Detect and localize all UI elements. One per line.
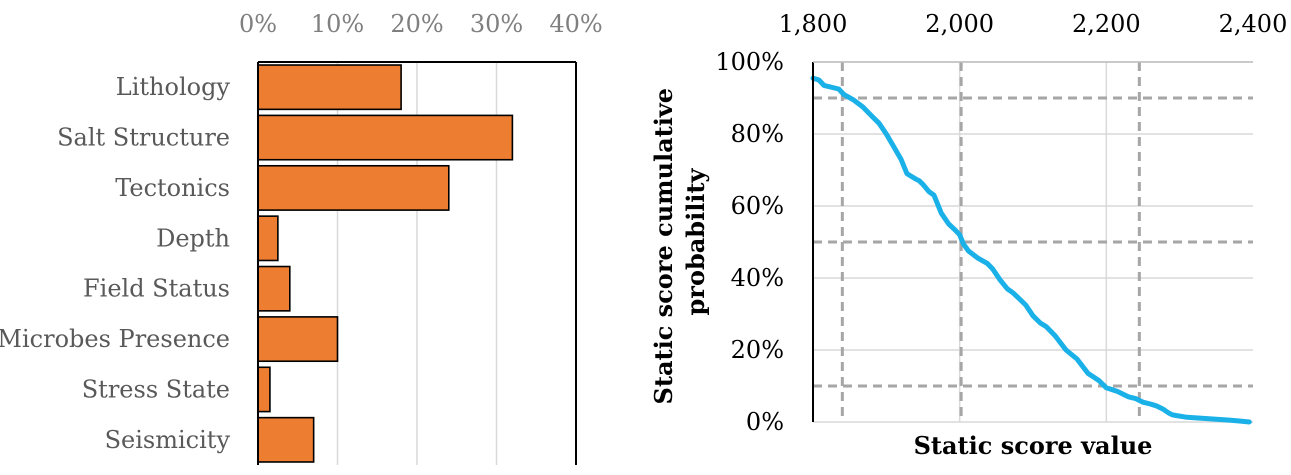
- bar: [257, 64, 402, 111]
- bar-plot-frame: [257, 61, 577, 465]
- bar-chart: 0% 10% 20% 30% 40% Lithology Salt Structure Te…: [0, 10, 603, 465]
- bar: [257, 316, 339, 363]
- bar-x-tick-label: 0%: [239, 10, 277, 38]
- line-x-tick-labels: 1,800 2,000 2,200 2,400: [779, 10, 1288, 38]
- line-x-tick-label: 2,000: [925, 10, 994, 38]
- bar-category-labels: Lithology Salt Structure Tectonics Depth Fie…: [0, 73, 230, 454]
- bar-x-tick-label: 30%: [470, 10, 523, 38]
- line-chart: 1,800 2,000 2,200 2,400 0%20%40%60%80%100% …: [649, 10, 1287, 460]
- bar-x-tick-label: 20%: [390, 10, 443, 38]
- bar: [257, 416, 315, 463]
- line-x-tick-label: 2,400: [1219, 10, 1288, 38]
- bar-x-tick-labels: 0% 10% 20% 30% 40%: [239, 10, 603, 38]
- y-axis-title-line-2: probability: [681, 167, 710, 315]
- cumulative-series: [810, 75, 1252, 425]
- y-axis-title-line-1: Static score cumulative: [649, 88, 678, 405]
- line-y-tick-labels: 0% 20% 40% 60% 80% 100%: [715, 48, 784, 436]
- bar: [257, 215, 279, 262]
- bar-category-label: Tectonics: [115, 174, 230, 202]
- x-axis-title: Static score value: [914, 431, 1153, 460]
- line-plot-frame: [812, 61, 1253, 422]
- reference-lines: [813, 62, 1253, 422]
- bar-category-label: Stress State: [82, 375, 230, 403]
- line-y-tick-label: 80%: [731, 120, 784, 148]
- bar: [257, 265, 291, 312]
- line-y-tick-label: 20%: [731, 336, 784, 364]
- bar-category-label: Depth: [156, 224, 230, 252]
- bar-category-label: Salt Structure: [57, 124, 230, 152]
- bar: [257, 114, 514, 161]
- bar-marks: [257, 64, 514, 463]
- line-y-tick-label: 100%: [715, 48, 784, 76]
- bar-category-label: Field Status: [83, 275, 230, 303]
- cumulative-line: [810, 75, 1252, 425]
- bar-category-label: Seismicity: [105, 426, 231, 454]
- bar: [257, 366, 271, 413]
- bar: [257, 164, 450, 211]
- line-y-tick-label: 0%: [746, 408, 784, 436]
- line-y-tick-label: 60%: [731, 192, 784, 220]
- bar-x-tick-label: 40%: [549, 10, 602, 38]
- y-axis-title: Static score cumulative probability: [649, 80, 710, 405]
- line-y-tick-label: 40%: [731, 264, 784, 292]
- bar-x-tick-label: 10%: [311, 10, 364, 38]
- line-x-tick-label: 1,800: [779, 10, 848, 38]
- line-x-tick-label: 2,200: [1072, 10, 1141, 38]
- bar-category-label: Microbes Presence: [0, 325, 230, 353]
- bar-category-label: Lithology: [116, 73, 231, 101]
